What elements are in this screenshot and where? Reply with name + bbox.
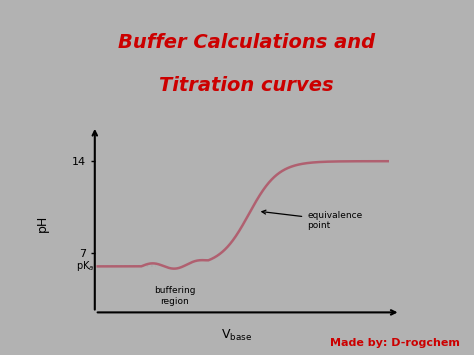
Text: pK$_a$: pK$_a$ (76, 260, 95, 273)
Text: buffering
region: buffering region (154, 286, 196, 306)
Text: Made by: D-rogchem: Made by: D-rogchem (330, 338, 460, 348)
Text: Titration curves: Titration curves (159, 76, 334, 95)
Text: equivalence
point: equivalence point (262, 210, 363, 230)
Text: V$_{\rm base}$: V$_{\rm base}$ (221, 328, 253, 343)
Text: Buffer Calculations and: Buffer Calculations and (118, 33, 375, 52)
Text: pH: pH (36, 215, 48, 232)
